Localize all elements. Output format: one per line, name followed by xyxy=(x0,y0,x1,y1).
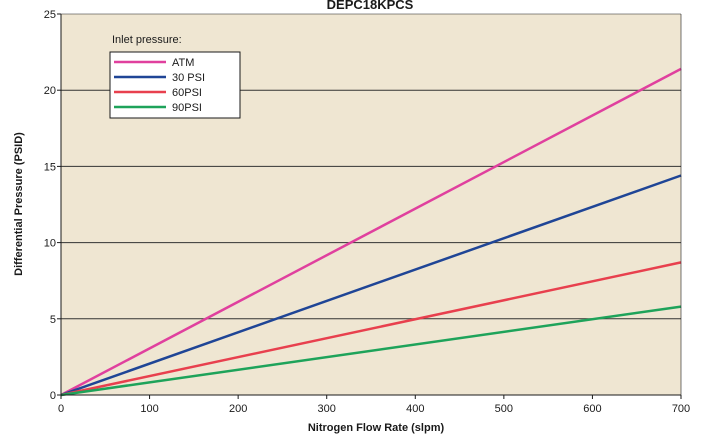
y-tick-label-25: 25 xyxy=(44,9,56,21)
y-tick-label-10: 10 xyxy=(44,238,56,250)
x-tick-label-300: 300 xyxy=(318,403,336,415)
y-tick-label-15: 15 xyxy=(44,161,56,173)
legend-label-0: ATM xyxy=(172,57,194,69)
y-tick-label-20: 20 xyxy=(44,85,56,97)
series-line-0 xyxy=(60,67,682,397)
x-tick-label-700: 700 xyxy=(672,403,690,415)
chart-title: DEPC18KPCS xyxy=(327,0,414,12)
y-tick-label-5: 5 xyxy=(50,314,56,326)
series-line-3 xyxy=(60,305,682,397)
x-tick-labels: 0 100 200 300 400 500 600 700 xyxy=(58,403,690,415)
legend: Inlet pressure: ATM 30 PSI 60PSI 90PSI xyxy=(109,34,241,119)
axes xyxy=(57,13,682,399)
y-tick-label-0: 0 xyxy=(50,390,56,402)
series-line-2 xyxy=(60,261,682,397)
x-tick-label-200: 200 xyxy=(229,403,247,415)
x-axis-title: Nitrogen Flow Rate (slpm) xyxy=(308,422,445,434)
series-lines xyxy=(60,67,682,397)
series-line-1 xyxy=(60,174,682,397)
x-tick-label-100: 100 xyxy=(140,403,158,415)
x-tick-label-400: 400 xyxy=(406,403,424,415)
x-tick-label-600: 600 xyxy=(583,403,601,415)
legend-label-3: 90PSI xyxy=(172,102,202,114)
x-tick-label-500: 500 xyxy=(495,403,513,415)
legend-label-2: 60PSI xyxy=(172,87,202,99)
legend-label-1: 30 PSI xyxy=(172,72,205,84)
y-axis-title: Differential Pressure (PSID) xyxy=(13,132,25,276)
legend-title: Inlet pressure: xyxy=(112,34,182,46)
x-tick-label-0: 0 xyxy=(58,403,64,415)
legend-items: ATM 30 PSI 60PSI 90PSI xyxy=(114,57,205,114)
y-tick-labels: 0 5 10 15 20 25 xyxy=(44,9,56,402)
